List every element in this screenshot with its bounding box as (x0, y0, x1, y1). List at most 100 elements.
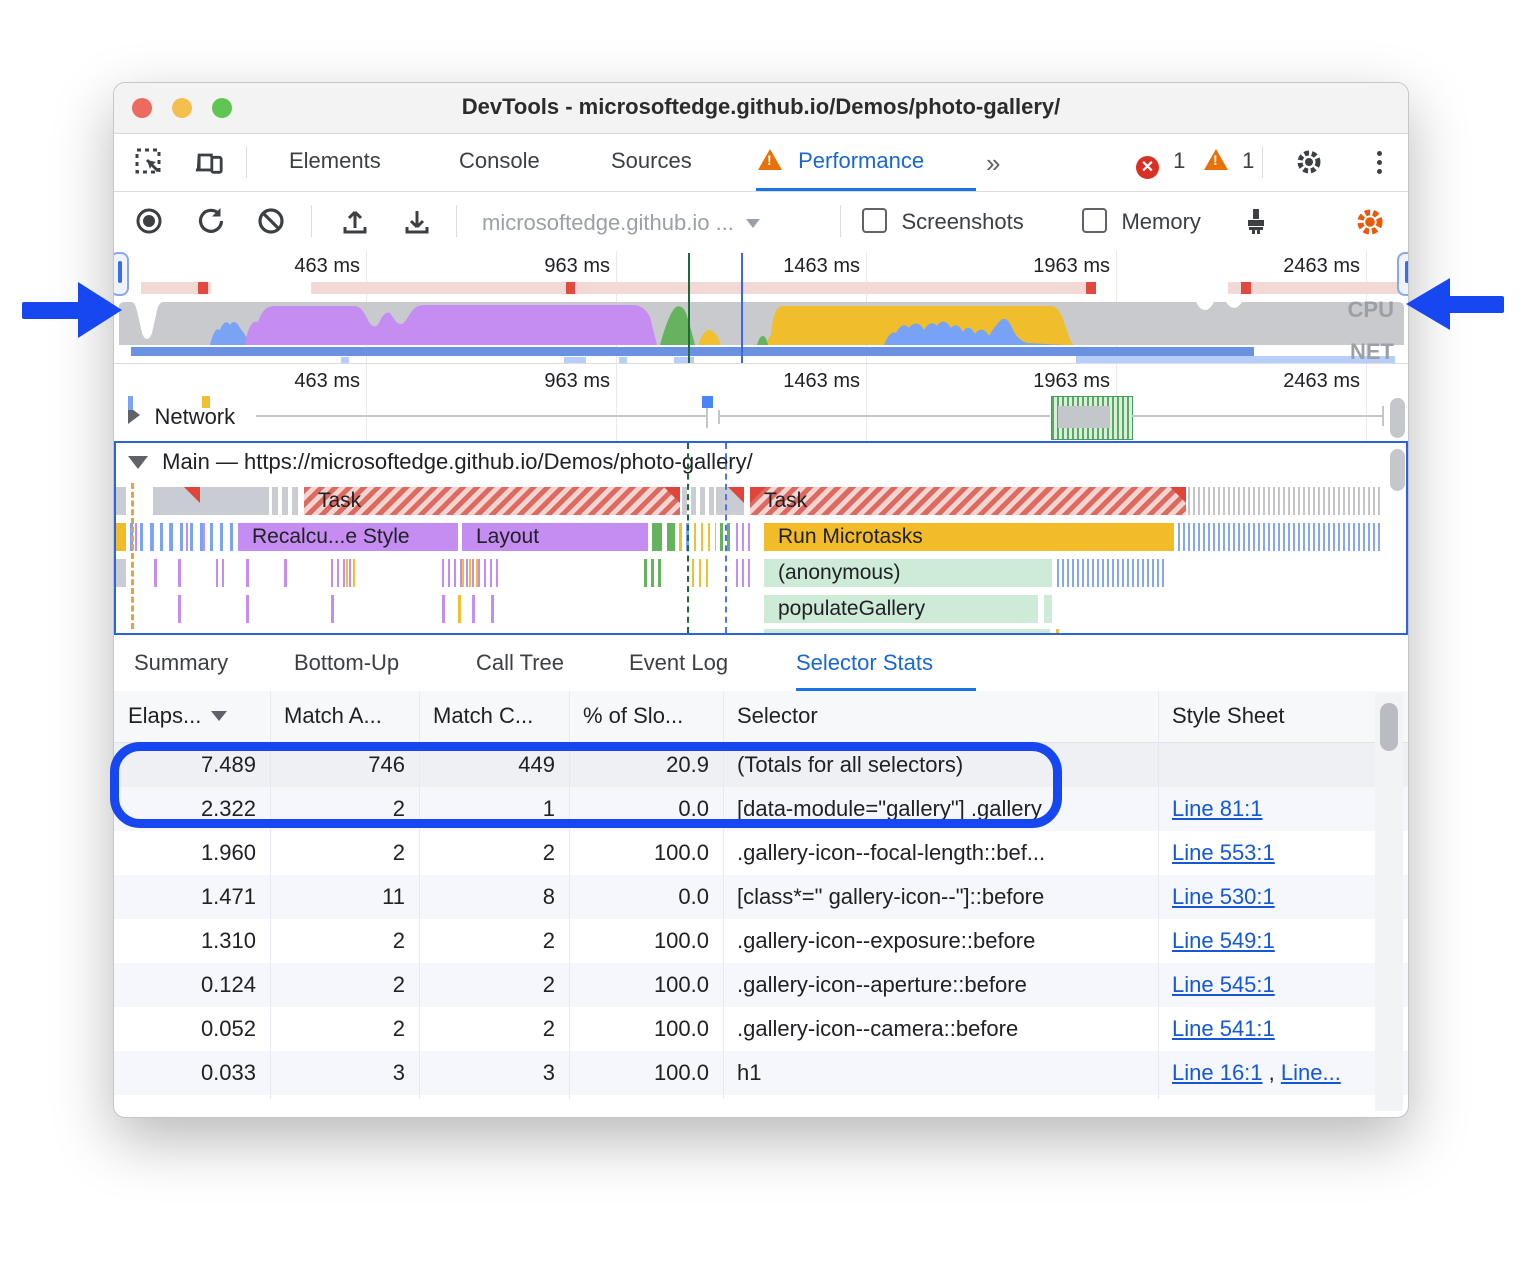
long-task-strip (141, 282, 211, 294)
col-match-attempts[interactable]: Match A... (284, 703, 382, 728)
table-row[interactable]: 1.960 2 2 100.0 .gallery-icon--focal-lengt… (200, 840, 1275, 865)
reload-record-button[interactable] (196, 206, 226, 236)
table-row[interactable]: 1.471 11 8 0.0 [class*=" gallery-icon--"]:… (114, 875, 1408, 919)
tab-elements[interactable]: Elements (289, 148, 381, 173)
memory-checkbox[interactable]: Memory (1082, 208, 1201, 235)
clear-recording-icon[interactable] (256, 206, 286, 236)
more-tabs-chevron[interactable]: » (986, 148, 1001, 178)
network-track-toggle[interactable]: Network (128, 404, 235, 430)
memory-checkbox-box (1082, 208, 1107, 233)
tab-call-tree[interactable]: Call Tree (476, 650, 565, 675)
history-select[interactable]: microsoftedge.github.io ... (482, 210, 761, 236)
close-window-button[interactable] (132, 98, 152, 118)
net-activity-bar (131, 347, 1254, 356)
tab-performance[interactable]: Performance (758, 148, 924, 174)
stylesheet-link[interactable]: Line 16:1 (1172, 1060, 1263, 1085)
table-scrollbar-thumb[interactable] (1380, 703, 1398, 751)
maximize-window-button[interactable] (212, 98, 232, 118)
stylesheet-link[interactable]: Line 545:1 (1172, 972, 1275, 997)
selector-stats-table: 7.489 746 449 20.9 (Totals for all selecto… (114, 743, 1408, 1099)
stylesheet-link[interactable]: Line 81:1 (1172, 796, 1263, 821)
tab-sources[interactable]: Sources (611, 148, 692, 173)
performance-settings-gear-icon[interactable] (1354, 206, 1386, 238)
console-warnings-badge[interactable]: 1 (1204, 148, 1254, 174)
task-bar-gray[interactable] (153, 487, 269, 515)
annotation-highlight-ring (110, 742, 1062, 828)
tab-bottom-up[interactable]: Bottom-Up (294, 650, 400, 675)
stylesheet-link[interactable]: Line 541:1 (1172, 1016, 1275, 1041)
main-track-header[interactable]: Main — https://microsoftedge.github.io/D… (128, 449, 753, 475)
timeline-overview[interactable]: 463 ms 963 ms 1463 ms 1963 ms 2463 ms (114, 251, 1408, 364)
tab-summary[interactable]: Summary (134, 650, 229, 675)
overview-left-handle[interactable] (114, 252, 129, 296)
table-row[interactable]: 0.124 2 2 100.0 .gallery-icon--aperture::b… (114, 963, 1408, 1007)
overview-tick-3: 1963 ms (1033, 255, 1110, 277)
settings-gear-icon[interactable] (1294, 147, 1324, 177)
col-elapsed[interactable]: Elaps... (128, 703, 228, 729)
console-errors-badge[interactable]: ✕ 1 (1136, 148, 1185, 179)
stylesheet-link[interactable]: Line 553:1 (1172, 840, 1275, 865)
net-activity-bar-light (1076, 356, 1395, 363)
long-task-marker (1241, 282, 1251, 294)
network-scrollbar-thumb[interactable] (1390, 398, 1405, 438)
cpu-activity-chart (119, 302, 1404, 345)
selection-line[interactable] (741, 253, 743, 363)
table-row[interactable]: 1.310 2 2 100.0 .gallery-icon--exposure::b… (200, 928, 1275, 953)
minimize-window-button[interactable] (172, 98, 192, 118)
stylesheet-link[interactable]: Line 549:1 (1172, 928, 1275, 953)
run-microtasks-bar[interactable]: Run Microtasks (764, 523, 1174, 551)
flame-row-2: Recalcu...e Style Layout Run Microtasks (116, 523, 1406, 551)
cpu-track-label: CPU (1347, 297, 1394, 322)
long-task-bar-1[interactable]: Task (304, 487, 680, 515)
col-match-count[interactable]: Match C... (433, 703, 534, 728)
main-pane-scrollbar-thumb[interactable] (1390, 449, 1405, 491)
toolbar-divider (311, 205, 312, 237)
network-request-line (256, 415, 706, 417)
long-task-marker (566, 282, 575, 294)
table-row[interactable]: 0.052 2 2 100.0 .gallery-icon--camera::bef… (200, 1016, 1275, 1041)
col-style-sheet[interactable]: Style Sheet (1172, 703, 1285, 728)
tab-selector-stats[interactable]: Selector Stats (796, 650, 933, 675)
tab-event-log[interactable]: Event Log (629, 650, 729, 675)
error-icon: ✕ (1136, 156, 1159, 179)
long-task-bar-2[interactable]: Task (750, 487, 1186, 515)
warning-icon (1204, 149, 1228, 170)
stylesheet-link[interactable]: Line 530:1 (1172, 884, 1275, 909)
long-task-strip (311, 282, 1096, 294)
populate-gallery-bar[interactable]: populateGallery (764, 595, 1040, 623)
network-tick-4: 2463 ms (1283, 370, 1360, 392)
screenshots-checkbox[interactable]: Screenshots (862, 208, 1024, 235)
toolbar-divider-3 (840, 205, 841, 237)
anonymous-function-bar[interactable]: (anonymous) (764, 559, 1054, 587)
playhead-line[interactable] (688, 253, 690, 363)
main-thread-pane[interactable]: Main — https://microsoftedge.github.io/D… (114, 441, 1408, 635)
device-toolbar-icon[interactable] (194, 147, 224, 177)
stylesheet-link-2[interactable]: Line... (1280, 1060, 1341, 1085)
collapse-triangle-icon (128, 406, 140, 424)
customize-menu-icon[interactable] (1364, 147, 1394, 177)
save-profile-icon[interactable] (402, 206, 432, 236)
selector-stats-header: Elaps... Match A... Match C... % of Slo.… (114, 691, 1408, 743)
table-row[interactable]: 0.033 3 3 100.0 h1 Line 16:1 , Line... (114, 1051, 1408, 1095)
overview-right-handle[interactable] (1397, 252, 1408, 296)
record-button[interactable] (134, 206, 164, 236)
inspect-element-icon[interactable] (134, 147, 164, 177)
selection-dashed-line (725, 443, 727, 633)
dense-task-strips (1188, 487, 1380, 515)
flame-row-5-partial (116, 629, 1406, 633)
details-tabbar: Summary Bottom-Up Call Tree Event Log Se… (114, 635, 1408, 692)
col-pct-slow[interactable]: % of Slo... (583, 703, 684, 728)
dense-js-strips-2 (1057, 559, 1167, 587)
main-track-title: Main — https://microsoftedge.github.io/D… (162, 449, 753, 474)
col-selector[interactable]: Selector (737, 703, 818, 728)
network-track-label: Network (154, 404, 236, 429)
load-profile-icon[interactable] (340, 206, 370, 236)
devtools-window: DevTools - microsoftedge.github.io/Demos… (113, 82, 1409, 1118)
recalculate-style-bar[interactable]: Recalcu...e Style (236, 523, 458, 551)
network-request-block[interactable] (702, 396, 713, 408)
tab-console[interactable]: Console (459, 148, 540, 173)
collect-garbage-brush-icon[interactable] (1240, 206, 1272, 238)
layout-bar[interactable]: Layout (460, 523, 648, 551)
tabbar-divider (246, 146, 247, 178)
table-scrollbar-track[interactable] (1375, 693, 1403, 1111)
